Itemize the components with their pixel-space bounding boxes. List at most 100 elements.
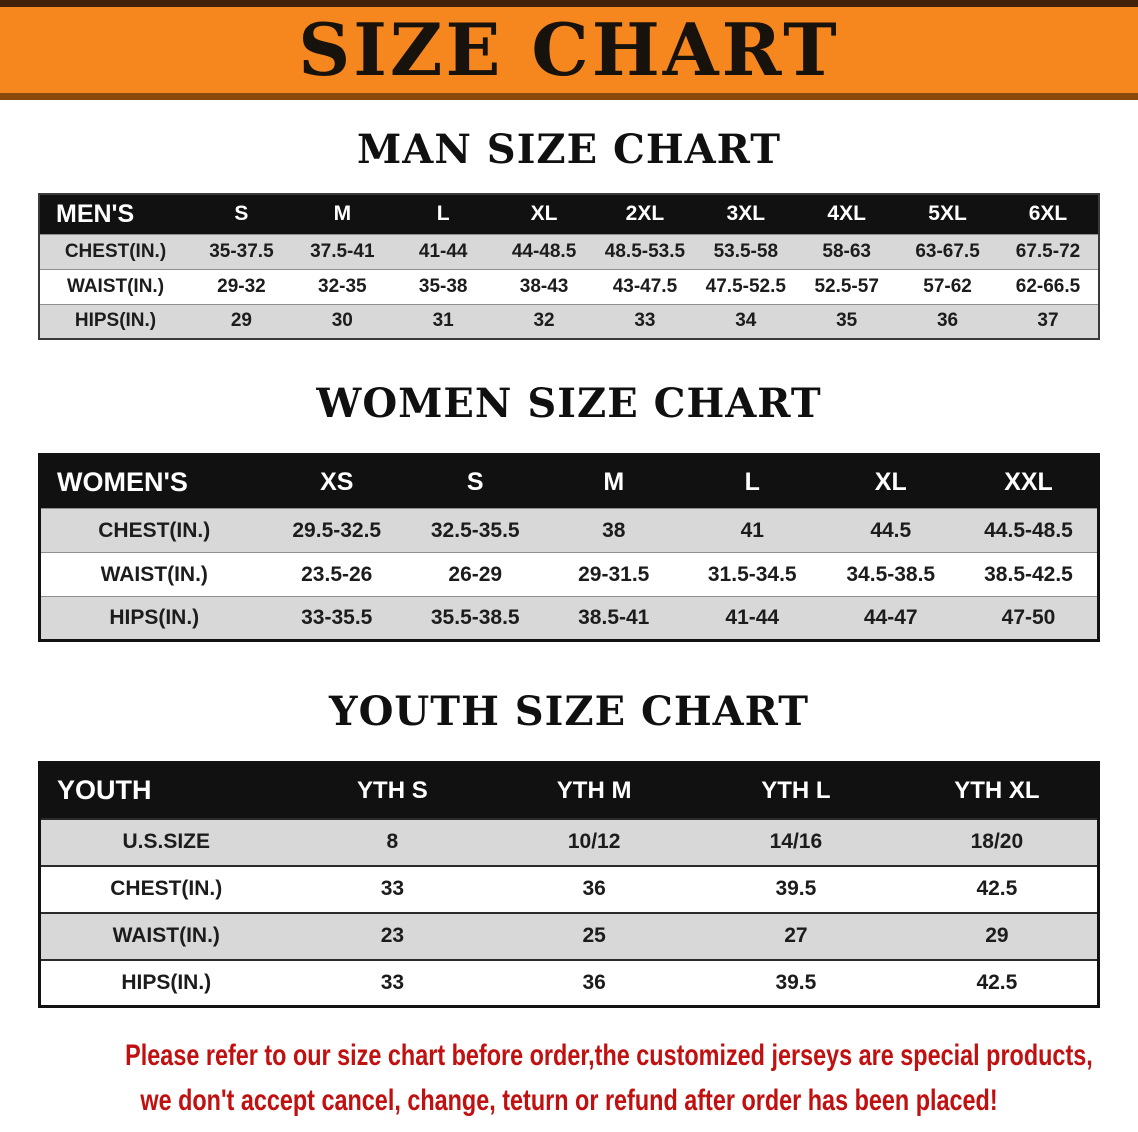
measurement-row: CHEST(IN.) 33 36 39.5 42.5 bbox=[39, 864, 1099, 913]
women-table-body: CHEST(IN.) 29.5-32.5 32.5-35.5 38 41 44.5 44.5… bbox=[39, 508, 1099, 641]
size-column-header: L bbox=[683, 454, 822, 509]
value-cell: 41-44 bbox=[683, 596, 822, 641]
size-column-header: 5XL bbox=[897, 194, 998, 234]
size-header-row: MEN'S S M L XL 2XL 3XL 4XL 5XL 6XL bbox=[39, 194, 1099, 234]
disclaimer: Please refer to our size chart before or… bbox=[0, 1036, 1138, 1121]
value-cell: 25 bbox=[493, 911, 695, 960]
value-cell: 67.5-72 bbox=[998, 233, 1099, 269]
row-label-cell: HIPS(IN.) bbox=[39, 958, 292, 1007]
measurement-row: HIPS(IN.) 33-35.5 35.5-38.5 38.5-41 41-44 44-… bbox=[39, 596, 1099, 641]
women-table-head: WOMEN'S XS S M L XL XXL bbox=[39, 454, 1099, 509]
value-cell: 43-47.5 bbox=[594, 268, 696, 304]
banner: SIZE CHART bbox=[0, 0, 1138, 100]
size-header-row: YOUTH YTH S YTH M YTH L YTH XL bbox=[39, 762, 1099, 819]
value-cell: 35 bbox=[796, 303, 898, 339]
men-size-table: MEN'S S M L XL 2XL 3XL 4XL 5XL 6XL CHEST(IN.) 35-3… bbox=[38, 193, 1100, 340]
value-cell: 29 bbox=[896, 911, 1099, 960]
disclaimer-line-2: we don't accept cancel, change, teturn o… bbox=[140, 1083, 998, 1117]
disclaimer-line-1: Please refer to our size chart before or… bbox=[125, 1039, 1093, 1072]
value-cell: 32 bbox=[493, 303, 595, 339]
measurement-row: CHEST(IN.) 35-37.5 37.5-41 41-44 44-48.5 48.5… bbox=[39, 233, 1099, 269]
value-cell: 23 bbox=[291, 911, 494, 960]
women-size-section: WOMEN SIZE CHART WOMEN'S XS S M L XL XXL CHEST… bbox=[0, 380, 1138, 642]
value-cell: 14/16 bbox=[695, 817, 897, 866]
men-table-body: CHEST(IN.) 35-37.5 37.5-41 41-44 44-48.5 48.5… bbox=[39, 233, 1099, 339]
size-column-header: M bbox=[291, 194, 393, 234]
value-cell: 37.5-41 bbox=[291, 233, 393, 269]
table-group-label: YOUTH bbox=[39, 762, 292, 819]
value-cell: 35-38 bbox=[392, 268, 494, 304]
value-cell: 31.5-34.5 bbox=[683, 552, 822, 597]
value-cell: 36 bbox=[493, 958, 695, 1007]
women-size-table: WOMEN'S XS S M L XL XXL CHEST(IN.) 29.5-32.5 32.… bbox=[38, 453, 1100, 642]
value-cell: 8 bbox=[291, 817, 494, 866]
youth-size-section: YOUTH SIZE CHART YOUTH YTH S YTH M YTH L YTH… bbox=[0, 688, 1138, 1008]
value-cell: 48.5-53.5 bbox=[594, 233, 696, 269]
value-cell: 33 bbox=[291, 864, 494, 913]
value-cell: 39.5 bbox=[695, 864, 897, 913]
size-header-row: WOMEN'S XS S M L XL XXL bbox=[39, 454, 1099, 509]
measurement-row: HIPS(IN.) 29 30 31 32 33 34 35 36 37 bbox=[39, 303, 1099, 339]
measurement-row: HIPS(IN.) 33 36 39.5 42.5 bbox=[39, 958, 1099, 1007]
value-cell: 42.5 bbox=[896, 958, 1099, 1007]
value-cell: 34.5-38.5 bbox=[821, 552, 960, 597]
value-cell: 27 bbox=[695, 911, 897, 960]
value-cell: 36 bbox=[493, 864, 695, 913]
value-cell: 31 bbox=[392, 303, 494, 339]
value-cell: 38.5-41 bbox=[544, 596, 683, 641]
measurement-row: WAIST(IN.) 29-32 32-35 35-38 38-43 43-47.5 47.… bbox=[39, 268, 1099, 304]
value-cell: 10/12 bbox=[493, 817, 695, 866]
value-cell: 32-35 bbox=[291, 268, 393, 304]
youth-table-body: U.S.SIZE 8 10/12 14/16 18/20 CHEST(IN.) 33 36 39… bbox=[39, 817, 1099, 1007]
value-cell: 39.5 bbox=[695, 958, 897, 1007]
size-column-header: 4XL bbox=[796, 194, 898, 234]
value-cell: 33 bbox=[594, 303, 696, 339]
value-cell: 44-48.5 bbox=[493, 233, 595, 269]
row-label-cell: CHEST(IN.) bbox=[39, 508, 268, 553]
size-column-header: XS bbox=[267, 454, 406, 509]
value-cell: 63-67.5 bbox=[897, 233, 998, 269]
measurement-row: WAIST(IN.) 23.5-26 26-29 29-31.5 31.5-34.5 34… bbox=[39, 552, 1099, 597]
size-column-header: 2XL bbox=[594, 194, 696, 234]
value-cell: 58-63 bbox=[796, 233, 898, 269]
value-cell: 44.5 bbox=[821, 508, 960, 553]
table-group-label: MEN'S bbox=[39, 194, 191, 234]
value-cell: 23.5-26 bbox=[267, 552, 406, 597]
row-label-cell: U.S.SIZE bbox=[39, 817, 292, 866]
value-cell: 32.5-35.5 bbox=[406, 508, 545, 553]
men-table-head: MEN'S S M L XL 2XL 3XL 4XL 5XL 6XL bbox=[39, 194, 1099, 234]
size-column-header: M bbox=[544, 454, 683, 509]
row-label-cell: CHEST(IN.) bbox=[39, 864, 292, 913]
size-column-header: XL bbox=[821, 454, 960, 509]
size-column-header: L bbox=[392, 194, 494, 234]
men-size-section: MAN SIZE CHART MEN'S S M L XL 2XL 3XL 4XL 5XL 6XL… bbox=[0, 126, 1138, 340]
measurement-row: WAIST(IN.) 23 25 27 29 bbox=[39, 911, 1099, 960]
size-column-header: 6XL bbox=[998, 194, 1099, 234]
value-cell: 29-32 bbox=[191, 268, 292, 304]
size-column-header: YTH M bbox=[493, 762, 695, 819]
measurement-row: CHEST(IN.) 29.5-32.5 32.5-35.5 38 41 44.5 44.5… bbox=[39, 508, 1099, 553]
size-column-header: YTH XL bbox=[896, 762, 1099, 819]
size-column-header: 3XL bbox=[695, 194, 797, 234]
row-label-cell: CHEST(IN.) bbox=[39, 233, 191, 269]
size-column-header: S bbox=[191, 194, 292, 234]
row-label-cell: WAIST(IN.) bbox=[39, 268, 191, 304]
section-heading-women: WOMEN SIZE CHART bbox=[316, 380, 822, 427]
value-cell: 26-29 bbox=[406, 552, 545, 597]
value-cell: 35-37.5 bbox=[191, 233, 292, 269]
value-cell: 52.5-57 bbox=[796, 268, 898, 304]
value-cell: 41-44 bbox=[392, 233, 494, 269]
value-cell: 62-66.5 bbox=[998, 268, 1099, 304]
value-cell: 38.5-42.5 bbox=[960, 552, 1099, 597]
value-cell: 44.5-48.5 bbox=[960, 508, 1099, 553]
row-label-cell: HIPS(IN.) bbox=[39, 303, 191, 339]
size-column-header: YTH L bbox=[695, 762, 897, 819]
value-cell: 18/20 bbox=[896, 817, 1099, 866]
row-label-cell: WAIST(IN.) bbox=[39, 552, 268, 597]
value-cell: 33-35.5 bbox=[267, 596, 406, 641]
value-cell: 44-47 bbox=[821, 596, 960, 641]
value-cell: 47-50 bbox=[960, 596, 1099, 641]
value-cell: 29.5-32.5 bbox=[267, 508, 406, 553]
value-cell: 29 bbox=[191, 303, 292, 339]
